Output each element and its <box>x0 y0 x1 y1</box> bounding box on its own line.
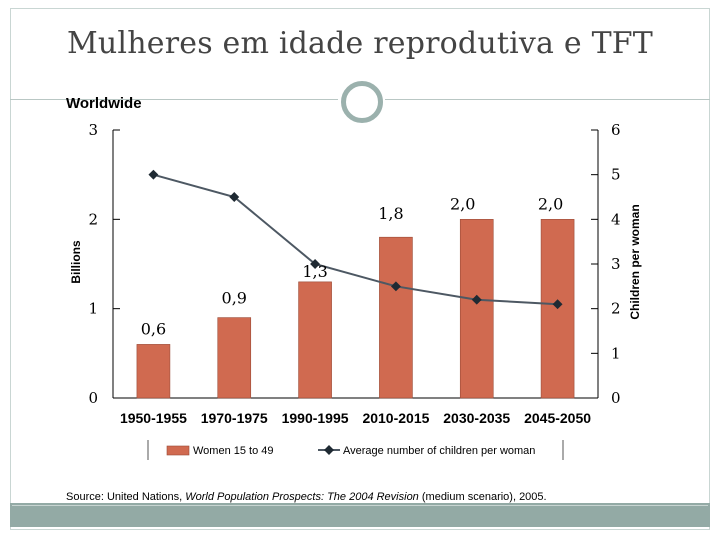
category-label: 1990-1995 <box>282 410 349 426</box>
left-axis-title: Billions <box>69 240 83 284</box>
category-label: 1970-1975 <box>201 410 268 426</box>
bar <box>136 344 171 399</box>
title-rule-left <box>10 99 338 100</box>
bar-value-label: 1,8 <box>378 204 403 223</box>
bar <box>217 317 252 399</box>
footer-bar <box>10 503 710 527</box>
line-point <box>471 294 482 305</box>
legend-bar-label: Women 15 to 49 <box>193 445 274 457</box>
category-label: 2030-2035 <box>443 410 510 426</box>
bar-value-label: 2,0 <box>538 194 563 213</box>
bar <box>379 236 413 399</box>
title-rule-right <box>385 99 710 100</box>
right-tick-label: 1 <box>611 344 621 362</box>
line-point <box>229 192 240 202</box>
source-prefix: Source: United Nations, <box>66 491 186 503</box>
chart-subtitle: Worldwide <box>66 95 142 112</box>
left-tick-label: 1 <box>88 300 98 318</box>
bar-value-label: 0,9 <box>222 289 247 308</box>
legend-line-marker <box>324 445 334 455</box>
left-tick-label: 0 <box>88 389 98 407</box>
slide-title: Mulheres em idade reprodutiva e TFT <box>66 26 654 61</box>
source-note: Source: United Nations, World Population… <box>66 491 547 503</box>
line-point <box>390 281 401 292</box>
line-point <box>148 169 159 180</box>
left-tick-label: 2 <box>88 210 98 228</box>
fertility-line <box>153 173 558 306</box>
bar <box>459 219 494 399</box>
category-label: 2010-2015 <box>362 410 429 426</box>
legend-line-label: Average number of children per woman <box>343 445 535 457</box>
right-tick-label: 2 <box>611 300 621 318</box>
slide-frame <box>10 8 710 530</box>
legend-bar-swatch <box>166 445 190 456</box>
line-point <box>310 259 321 269</box>
bar-value-label: 1,3 <box>302 262 327 281</box>
left-tick-label: 3 <box>88 121 98 139</box>
bar <box>298 281 332 399</box>
right-tick-label: 6 <box>611 121 621 139</box>
source-title: World Population Prospects: The 2004 Rev… <box>185 491 419 503</box>
right-axis-title: Children per woman <box>628 204 642 319</box>
ring-ornament-icon <box>341 81 383 123</box>
bar-value-label: 2,0 <box>450 194 475 213</box>
category-label: 2045-2050 <box>524 410 591 426</box>
bar-value-label: 0,6 <box>141 319 166 338</box>
category-label: 1950-1955 <box>120 410 187 426</box>
footer-line <box>12 505 708 506</box>
right-tick-label: 4 <box>611 210 621 228</box>
right-tick-label: 0 <box>611 389 621 407</box>
source-suffix: (medium scenario), 2005. <box>418 491 547 503</box>
line-point <box>552 299 563 310</box>
right-tick-label: 5 <box>611 166 621 184</box>
right-tick-label: 3 <box>611 255 621 273</box>
